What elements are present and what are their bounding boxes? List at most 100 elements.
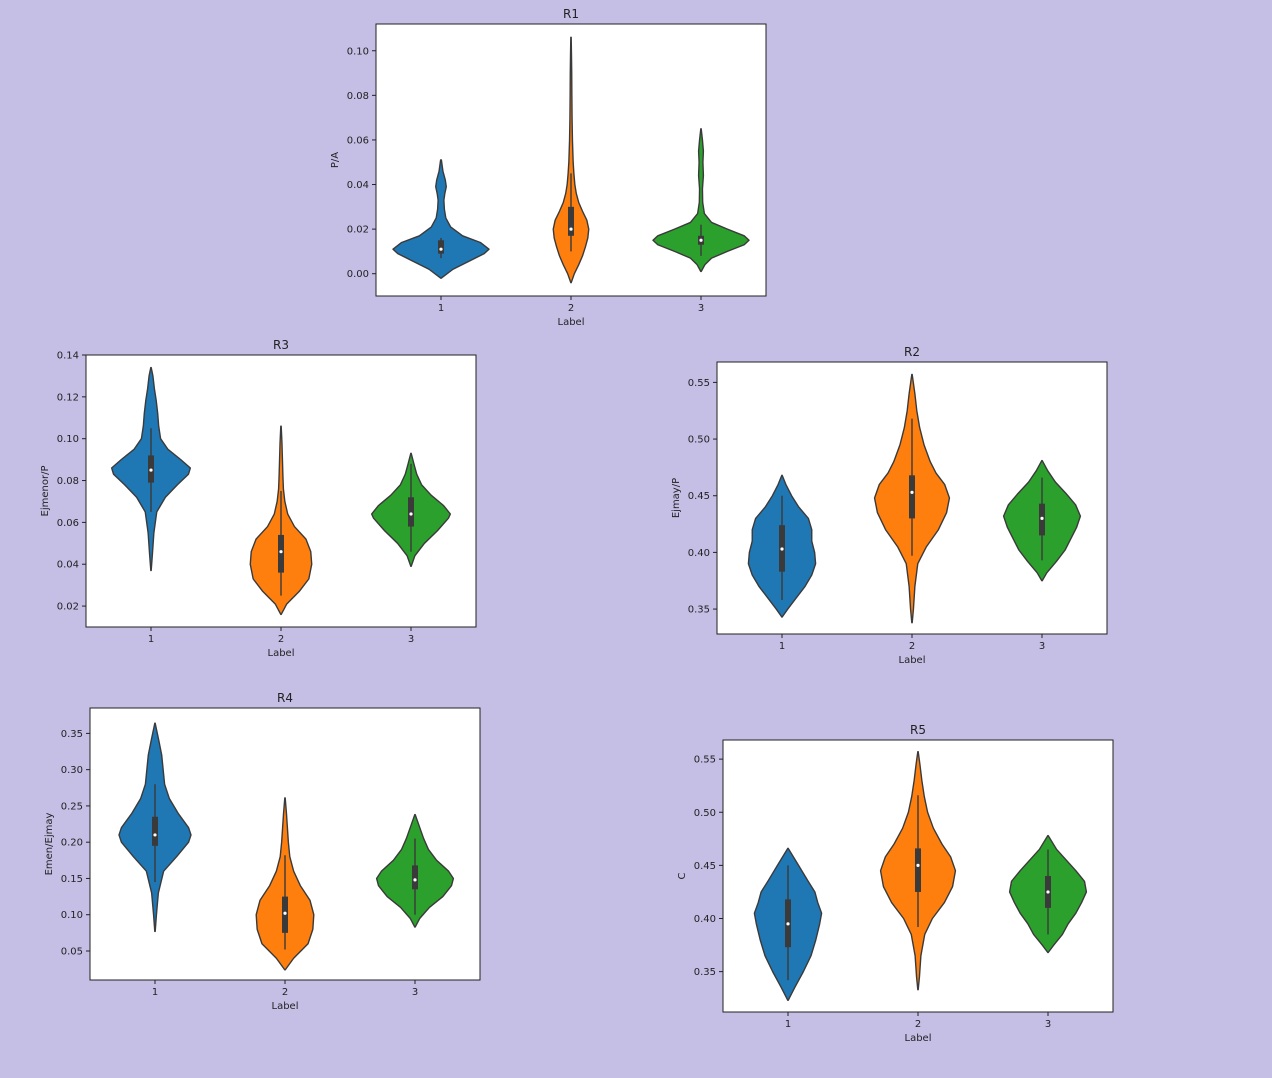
y-tick-label: 0.06 [347,135,369,146]
x-tick-label: 3 [1045,1019,1051,1030]
y-tick-label: 0.12 [57,392,79,403]
x-tick-label: 2 [568,303,574,314]
y-tick-label: 0.35 [688,605,710,616]
x-tick-label: 2 [282,987,288,998]
x-tick-label: 1 [779,641,785,652]
violin-median-1 [786,922,790,926]
violin-1 [118,722,192,933]
violin-body-2 [552,36,590,284]
violin-body-3 [652,128,750,273]
y-tick-label: 0.35 [694,967,716,978]
violin-chart-r4: R4 0.05 0.10 0.15 0.20 0.25 0.30 0.35 1 2 3 Label Em… [44,691,481,1012]
violin-iqr-box-1 [438,240,444,254]
violin-median-3 [1046,890,1050,894]
violin-median-2 [279,550,283,554]
violin-3 [375,813,455,928]
y-tick-label: 0.08 [347,91,369,102]
y-tick-label: 0.06 [57,518,79,529]
y-tick-label: 0.10 [61,910,83,921]
y-tick-label: 0.02 [347,225,369,236]
chart-panel-r2: R2 0.35 0.40 0.45 0.50 0.55 1 2 3 Label Ejmay/P [641,342,1121,670]
x-axis-label: Label [268,648,295,659]
violin-median-2 [283,911,287,915]
y-tick-label: 0.15 [61,874,83,885]
x-tick-label: 2 [909,641,915,652]
x-tick-label: 2 [915,1019,921,1030]
y-tick-label: 0.50 [694,808,716,819]
y-tick-label: 0.45 [694,861,716,872]
violin-3 [1008,834,1088,954]
y-tick-label: 0.20 [61,838,83,849]
violin-median-3 [409,512,413,516]
violin-median-1 [153,833,157,837]
y-tick-label: 0.55 [694,755,716,766]
violin-3 [652,128,750,273]
violin-median-1 [149,468,153,472]
y-tick-label: 0.35 [61,729,83,740]
violin-median-2 [910,490,914,494]
chart-title-r3: R3 [273,338,289,352]
y-tick-label: 0.50 [688,435,710,446]
violin-2 [249,425,313,616]
y-tick-label: 0.04 [347,180,369,191]
violin-1 [747,474,817,618]
y-axis-label: C [677,872,688,879]
violin-iqr-box-2 [909,475,915,519]
violin-2 [552,36,590,284]
y-tick-label: 0.40 [694,914,716,925]
violin-iqr-box-2 [278,534,284,573]
y-tick-label: 0.00 [347,269,369,280]
violin-3 [1002,459,1082,582]
violin-iqr-box-1 [152,816,158,846]
x-tick-label: 3 [1039,641,1045,652]
y-axis-label: Ejmay/P [671,478,682,518]
violin-iqr-box-3 [408,497,414,527]
chart-panel-r4: R4 0.05 0.10 0.15 0.20 0.25 0.30 0.35 1 2 3 Label Em… [14,688,494,1016]
y-tick-label: 0.10 [57,434,79,445]
violin-chart-r2: R2 0.35 0.40 0.45 0.50 0.55 1 2 3 Label Ejmay/P [671,345,1108,666]
y-tick-label: 0.25 [61,801,83,812]
chart-panel-r5: R5 0.35 0.40 0.45 0.50 0.55 1 2 3 Label C [647,720,1127,1048]
x-axis-label: Label [558,317,585,328]
violin-chart-r3: R3 0.02 0.04 0.06 0.08 0.10 0.12 0.14 1 2 3 Label Ej… [40,338,477,659]
x-axis-label: Label [899,655,926,666]
y-tick-label: 0.30 [61,765,83,776]
y-axis-label: Emen/Ejmay [44,813,55,876]
y-axis-label: Ejmenor/P [40,466,51,517]
y-axis-label: P/A [330,152,341,168]
y-tick-label: 0.55 [688,378,710,389]
violin-median-3 [699,238,703,242]
y-tick-label: 0.05 [61,946,83,957]
chart-title-r1: R1 [563,7,579,21]
chart-panel-r3: R3 0.02 0.04 0.06 0.08 0.10 0.12 0.14 1 2 3 Label Ej… [10,335,490,663]
x-tick-label: 1 [438,303,444,314]
violin-median-1 [439,247,443,251]
violin-3 [370,452,452,568]
x-tick-label: 1 [152,987,158,998]
violin-2 [873,373,951,624]
y-tick-label: 0.45 [688,491,710,502]
violin-median-3 [413,878,417,882]
violin-chart-r5: R5 0.35 0.40 0.45 0.50 0.55 1 2 3 Label C [677,723,1114,1044]
x-axis-label: Label [905,1033,932,1044]
violin-iqr-box-3 [412,865,418,890]
violin-1 [753,847,823,1002]
violin-iqr-box-2 [568,206,574,236]
chart-title-r4: R4 [277,691,293,705]
y-tick-label: 0.08 [57,476,79,487]
violin-2 [879,750,957,991]
violin-1 [392,159,490,279]
y-tick-label: 0.40 [688,548,710,559]
violin-median-3 [1040,516,1044,520]
violin-median-2 [569,227,573,231]
violin-iqr-box-2 [915,848,921,892]
violin-median-2 [916,863,920,867]
violin-chart-r1: R1 0.00 0.02 0.04 0.06 0.08 0.10 1 2 3 Label P/A [330,7,767,328]
x-tick-label: 3 [408,634,414,645]
x-tick-label: 1 [785,1019,791,1030]
x-axis-label: Label [272,1001,299,1012]
chart-title-r2: R2 [904,345,920,359]
x-tick-label: 3 [698,303,704,314]
y-tick-label: 0.04 [57,560,79,571]
chart-panel-r1: R1 0.00 0.02 0.04 0.06 0.08 0.10 1 2 3 Label P/A [300,4,780,332]
